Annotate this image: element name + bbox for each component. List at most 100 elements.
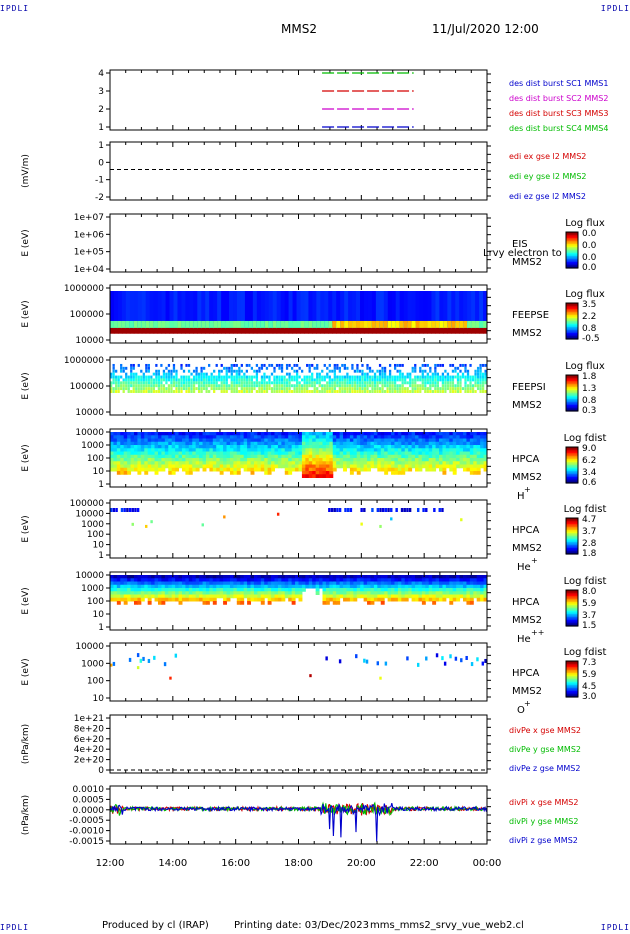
hpca_hepp-ytick-label: 100 [87, 597, 104, 607]
hpca-hepp-cell [212, 591, 217, 595]
hpca-h-cell [439, 445, 443, 449]
hpca-h-cell [147, 467, 152, 472]
hpca-h-cell [178, 441, 183, 446]
hpca_o-ytick-label: 100 [87, 677, 104, 687]
hpca-h-cell [223, 445, 228, 449]
hpca-h-cell [367, 467, 371, 472]
hpca-hepp-cell [428, 581, 433, 586]
hpca_o-ytick-label: 10000 [75, 642, 104, 652]
hpca-h-cell [164, 432, 169, 436]
hpca-hepp-cell [133, 575, 138, 579]
feepsi-cell [258, 366, 261, 370]
hpca-h-cell [195, 445, 200, 449]
feepsi-cell [336, 381, 339, 385]
hpca-hepp-cell [127, 578, 132, 582]
hpca-hepp-cell [315, 588, 320, 592]
feepsi-cell [137, 390, 140, 393]
feepsi-cell [316, 363, 319, 367]
feepsi-cell [338, 381, 341, 385]
feepse-cell [221, 291, 226, 327]
feepsi-cell [180, 366, 183, 370]
feepsi-cell [160, 384, 163, 388]
hpca-hepp-cell [243, 594, 248, 599]
hpca-hepp-cell [133, 578, 138, 582]
edi-ylabel: (mV/m) [21, 154, 31, 188]
hpca-h-cell [168, 435, 173, 439]
hpca-hepp-cell [315, 578, 320, 582]
feepsi-cell [484, 378, 487, 382]
hpca-h-cell [473, 451, 478, 456]
feepse-cell [371, 291, 377, 327]
hpca-hepp-cell [288, 597, 293, 602]
hpca-hepp-cell [202, 578, 207, 582]
hpca-hepp-cell [181, 578, 186, 582]
feepse-cell [312, 291, 317, 327]
hpca-hepp-cell [469, 591, 474, 595]
hpca-hepp-cell [373, 597, 378, 602]
hpca_o-cbar-cell [566, 680, 578, 683]
feepsi-cell [110, 384, 113, 388]
hpca_hepp-cbar-cell [566, 621, 578, 624]
hpca-h-cell [439, 441, 443, 446]
hpca-hepp-cell [373, 588, 378, 592]
feepse-cell [300, 291, 305, 327]
hpca-h-cell [116, 464, 121, 469]
hpca_hepp-spacecraft-label: MMS2 [512, 615, 542, 626]
feepsi-cell [260, 390, 264, 393]
feepsi-cell [208, 381, 211, 385]
hpca-hepp-cell [291, 578, 296, 582]
hpca-hepp-cell [236, 601, 241, 605]
hpca-h-cell [308, 454, 313, 459]
hpca-he-cell [460, 518, 463, 522]
hpca-hepp-cell [274, 578, 279, 582]
hpca-h-cell [168, 471, 173, 475]
hpca_h-cbar-frame [565, 446, 579, 484]
hpca-h-cell [377, 454, 382, 459]
hpca_hepp-cbar-cell [566, 605, 578, 608]
hpca-h-cell [243, 448, 248, 452]
hpca-he-cell [112, 508, 116, 512]
hpca-he-cell [276, 512, 280, 516]
hpca-hepp-cell [164, 575, 169, 579]
hpca-h-cell [384, 432, 389, 436]
hpca_hepp-cbar-tick: 5.9 [582, 599, 597, 609]
hpca-hepp-cell [391, 584, 395, 589]
hpca-hepp-cell [243, 578, 248, 582]
feepsi-cell [421, 387, 424, 391]
hpca-h-cell [373, 458, 378, 462]
feepse-cell [121, 291, 127, 327]
hpca-hepp-cell [415, 594, 419, 599]
hpca-hepp-cell [157, 594, 162, 599]
feepsi-cell [187, 384, 191, 388]
edi-ytick-label: 1 [98, 141, 104, 151]
hpca-hepp-cell [271, 591, 276, 595]
hpca-h-cell [360, 451, 365, 456]
hpca-hepp-cell [439, 578, 443, 582]
hpca-h-cell [247, 454, 252, 459]
hpca-hepp-cell [188, 575, 193, 579]
feepsi-cell [260, 387, 264, 391]
hpca-hepp-cell [394, 581, 399, 586]
hpca-h-cell [432, 454, 437, 459]
hpca-hepp-cell [373, 591, 378, 595]
hpca-hepp-cell [192, 591, 197, 595]
hpca-h-cell [147, 445, 152, 449]
hpca-hepp-cell [110, 581, 114, 586]
feepsi-cell [280, 366, 284, 370]
hpca_o-ytick-label: 10 [93, 694, 105, 704]
hpca-o-cell [449, 654, 452, 659]
hpca-h-cell [110, 445, 114, 449]
feepsi-cell [394, 381, 397, 385]
hpca-hepp-cell [116, 594, 121, 599]
hpca-hepp-cell [253, 594, 258, 599]
hpca-hepp-cell [384, 584, 389, 589]
feepsi-cell [406, 381, 409, 385]
hpca-hepp-cell [219, 584, 224, 589]
hpca-h-cell [346, 445, 351, 449]
hpca-hepp-cell [277, 594, 282, 599]
feepsi-cell [280, 369, 284, 373]
hpca-hepp-cell [442, 581, 447, 586]
hpca-h-cell [267, 438, 272, 443]
feepse-cell [304, 320, 309, 328]
hpca-h-cell [271, 445, 276, 449]
